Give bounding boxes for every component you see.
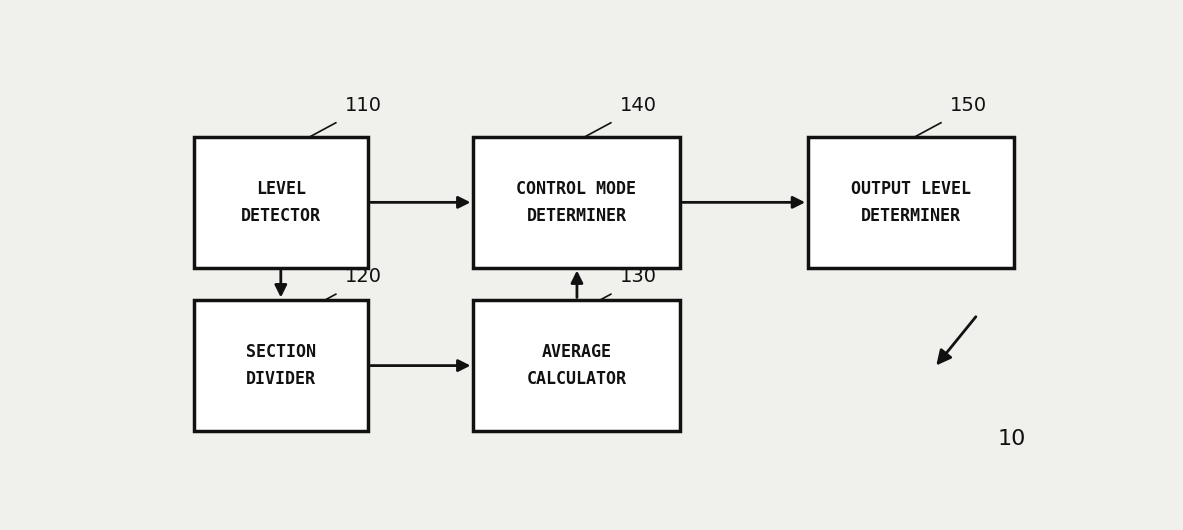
Text: 110: 110 <box>345 95 382 114</box>
Bar <box>473 301 679 431</box>
Bar <box>194 137 368 268</box>
Text: 130: 130 <box>620 267 657 286</box>
Bar <box>473 137 679 268</box>
Text: 120: 120 <box>345 267 382 286</box>
Text: 140: 140 <box>620 95 657 114</box>
Text: 150: 150 <box>950 95 988 114</box>
Text: OUTPUT LEVEL
DETERMINER: OUTPUT LEVEL DETERMINER <box>851 180 971 225</box>
Bar <box>194 301 368 431</box>
Text: CONTROL MODE
DETERMINER: CONTROL MODE DETERMINER <box>517 180 636 225</box>
Text: 10: 10 <box>997 429 1026 449</box>
Text: LEVEL
DETECTOR: LEVEL DETECTOR <box>241 180 321 225</box>
Text: SECTION
DIVIDER: SECTION DIVIDER <box>246 343 316 388</box>
Text: AVERAGE
CALCULATOR: AVERAGE CALCULATOR <box>526 343 627 388</box>
Bar <box>808 137 1014 268</box>
